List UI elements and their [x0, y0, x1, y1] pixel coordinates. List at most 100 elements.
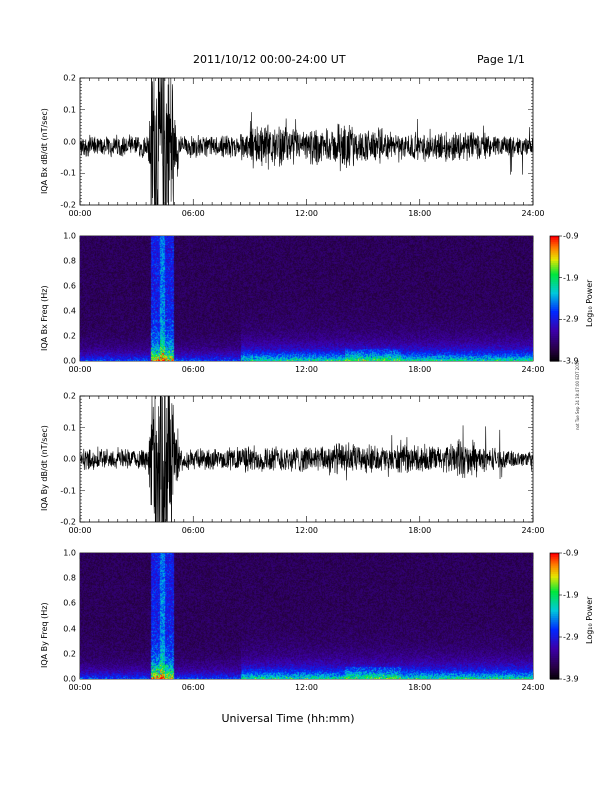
colorbar-step: [550, 300, 559, 304]
x-tick-label: 18:00: [408, 683, 432, 692]
y-axis-label: IQA By dB/dt (nT/sec): [40, 425, 49, 511]
colorbar-step: [550, 283, 559, 287]
colorbar: [549, 235, 562, 362]
colorbar-step: [550, 246, 559, 250]
y-tick-label: 0.8: [63, 573, 76, 583]
colorbar-step: [550, 329, 559, 333]
x-tick-label: 06:00: [181, 526, 205, 535]
colorbar-step: [550, 344, 559, 348]
x-tick-label: 00:00: [68, 683, 92, 692]
y-tick-label: 0.0: [63, 137, 76, 146]
colorbar-tick-label: -0.9: [563, 231, 579, 241]
colorbar-step: [550, 567, 559, 571]
colorbar-step: [550, 323, 559, 327]
colorbar-step: [550, 248, 559, 252]
colorbar-step: [550, 358, 559, 362]
x-tick-label: 06:00: [181, 365, 205, 374]
colorbar-step: [550, 557, 559, 560]
colorbar-step: [550, 668, 559, 672]
colorbar-step: [550, 298, 559, 302]
colorbar-step: [550, 294, 559, 298]
colorbar-step: [550, 244, 559, 248]
x-tick-label: 24:00: [521, 209, 545, 218]
colorbar-step: [550, 292, 559, 295]
colorbar-step: [550, 281, 559, 285]
colorbar-step: [550, 613, 559, 617]
y-tick-label: 0.6: [63, 281, 76, 291]
x-tick-label: 12:00: [294, 526, 319, 535]
y-tick-label: 0.8: [63, 256, 76, 266]
colorbar-tick-label: -0.9: [563, 548, 579, 558]
colorbar-step: [550, 580, 559, 583]
colorbar-step: [550, 348, 559, 352]
colorbar-step: [550, 674, 559, 678]
colorbar-step: [550, 624, 559, 628]
colorbar-step: [550, 240, 559, 243]
colorbar-step: [550, 634, 559, 638]
colorbar-step: [550, 286, 559, 289]
colorbar-step: [550, 269, 559, 273]
colorbar-step: [550, 599, 559, 602]
y-tick-label: -0.2: [60, 200, 76, 210]
colorbar-step: [550, 317, 559, 320]
colorbar-step: [550, 288, 559, 291]
y-tick-label: 0.4: [63, 624, 76, 634]
colorbar-step: [550, 327, 559, 331]
colorbar-step: [550, 597, 559, 600]
colorbar-step: [550, 584, 559, 588]
colorbar-step: [550, 576, 559, 579]
colorbar-tick-label: -1.9: [563, 273, 579, 283]
colorbar-step: [550, 637, 559, 640]
colorbar-step: [550, 275, 559, 279]
signal-trace: [79, 77, 534, 206]
y-tick-label: -0.1: [60, 486, 76, 495]
y-tick-label: 0.0: [63, 454, 76, 464]
colorbar-step: [550, 258, 559, 262]
colorbar-label: Log₁₀ Power: [585, 279, 594, 327]
y-tick-label: 0.2: [63, 73, 76, 83]
colorbar-step: [550, 553, 559, 556]
colorbar-step: [550, 609, 559, 613]
colorbar-step: [550, 643, 559, 646]
x-tick-label: 12:00: [294, 209, 319, 218]
colorbar-step: [550, 628, 559, 632]
colorbar-step: [550, 670, 559, 674]
colorbar-step: [550, 555, 559, 558]
colorbar-step: [550, 271, 559, 275]
colorbar-step: [550, 256, 559, 260]
y-tick-label: 0.2: [63, 331, 76, 341]
x-tick-label: 00:00: [68, 209, 92, 218]
colorbar-step: [550, 649, 559, 653]
colorbar-tick-label: -2.9: [563, 632, 579, 642]
colorbar-step: [550, 611, 559, 615]
colorbar-tick-label: -3.9: [563, 356, 579, 366]
colorbar-step: [550, 571, 559, 575]
colorbar-step: [550, 588, 559, 592]
x-tick-label: 18:00: [408, 526, 432, 535]
x-tick-label: 06:00: [181, 209, 205, 218]
colorbar-step: [550, 664, 559, 667]
x-tick-label: 00:00: [68, 365, 92, 374]
colorbar-frame: [549, 235, 560, 362]
panel-1: [79, 77, 534, 206]
colorbar-step: [550, 590, 559, 594]
y-tick-label: 1.0: [63, 231, 76, 241]
colorbar-step: [550, 338, 559, 341]
y-tick-label: 0.1: [63, 423, 76, 432]
x-tick-label: 06:00: [181, 683, 205, 692]
colorbar-step: [550, 569, 559, 573]
colorbar-step: [550, 290, 559, 293]
colorbar-step: [550, 261, 559, 264]
spectrogram-by: [80, 553, 533, 679]
colorbar-step: [550, 651, 559, 655]
colorbar-step: [550, 346, 559, 350]
colorbar-step: [550, 319, 559, 323]
colorbar-step: [550, 356, 559, 360]
colorbar-step: [550, 630, 559, 634]
x-tick-label: 12:00: [294, 365, 319, 374]
colorbar-step: [550, 302, 559, 306]
colorbar-step: [550, 658, 559, 661]
colorbar-step: [550, 563, 559, 567]
y-tick-label: 0.6: [63, 598, 76, 608]
